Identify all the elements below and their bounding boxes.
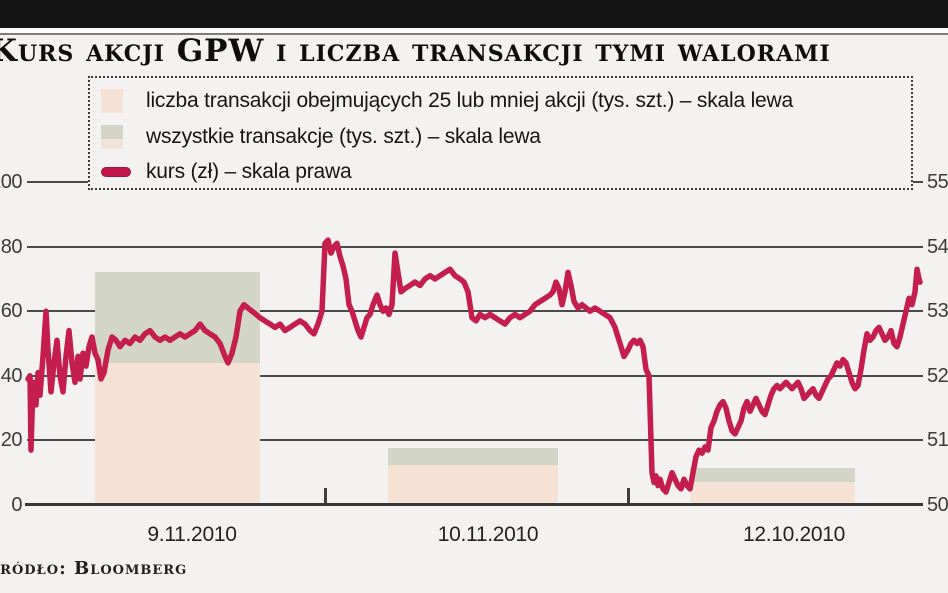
left-axis-label: 0 bbox=[11, 494, 22, 516]
source-credit: Źródło: Bloomberg bbox=[0, 558, 188, 579]
x-axis-date-label: 12.10.2010 bbox=[742, 523, 846, 546]
right-axis-label: 55 bbox=[927, 171, 948, 193]
x-axis-tick bbox=[627, 488, 630, 503]
right-axis-label: 51 bbox=[927, 429, 948, 452]
legend-label: liczba transakcji obejmujących 25 lub mn… bbox=[146, 88, 793, 112]
left-axis-label: 60 bbox=[0, 300, 23, 323]
small-transactions-bar bbox=[95, 362, 260, 503]
right-axis-label: 52 bbox=[927, 364, 948, 387]
header-divider-light bbox=[0, 28, 948, 33]
chart-legend: liczba transakcji obejmujących 25 lub mn… bbox=[88, 76, 913, 190]
legend-item-small-transactions: liczba transakcji obejmujących 25 lub mn… bbox=[101, 85, 911, 117]
left-axis-label: 20 bbox=[0, 429, 23, 452]
small-transactions-swatch bbox=[101, 88, 123, 113]
price-line-swatch bbox=[101, 167, 131, 178]
gridline bbox=[27, 245, 923, 248]
x-axis-date-label: 9.11.2010 bbox=[147, 523, 237, 546]
right-axis-label: 53 bbox=[927, 300, 948, 323]
header-bar bbox=[0, 0, 948, 28]
header-divider-rule bbox=[0, 33, 948, 35]
all-transactions-swatch bbox=[101, 124, 123, 149]
right-axis-label: 54 bbox=[927, 235, 948, 258]
x-axis-tick bbox=[324, 488, 327, 503]
x-axis-date-label: 10.11.2010 bbox=[437, 523, 539, 546]
legend-label: kurs (zł) – skala prawa bbox=[146, 160, 352, 184]
x-axis-line bbox=[25, 503, 923, 506]
small-transactions-bar bbox=[388, 464, 558, 503]
left-axis-label: 80 bbox=[0, 235, 23, 258]
small-transactions-bar bbox=[690, 482, 855, 503]
page-title: Kurs akcji GPW i liczba transakcji tymi … bbox=[0, 33, 831, 69]
legend-item-price-line: kurs (zł) – skala prawa bbox=[101, 156, 911, 188]
left-axis-label: 40 bbox=[0, 364, 23, 387]
legend-item-all-transactions: wszystkie transakcje (tys. szt.) – skala… bbox=[101, 121, 911, 153]
left-axis-label: 100 bbox=[0, 171, 23, 193]
legend-label: wszystkie transakcje (tys. szt.) – skala… bbox=[146, 124, 541, 148]
right-axis-label: 50 bbox=[927, 494, 948, 516]
